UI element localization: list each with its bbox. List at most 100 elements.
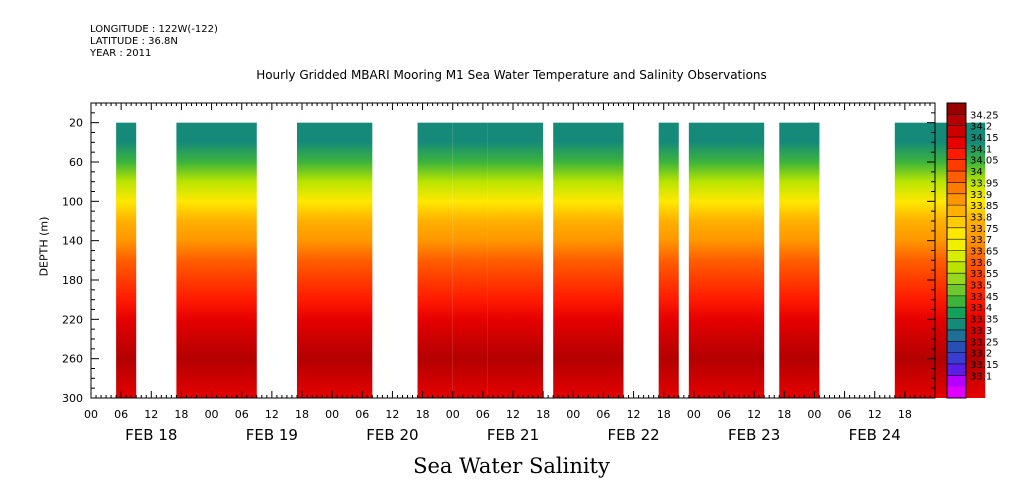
colorbar-swatch: [947, 193, 966, 206]
colorbar-swatch: [947, 103, 966, 115]
x-tick-label: 18: [536, 408, 550, 421]
data-segment: [779, 122, 815, 399]
x-tick-label: 18: [777, 408, 791, 421]
data-segment: [452, 122, 488, 399]
colorbar-swatch: [947, 352, 966, 365]
colorbar-label: 33.95: [970, 178, 999, 189]
colorbar-swatch: [947, 171, 966, 183]
colorbar-label: 33.4: [970, 303, 992, 314]
colorbar-label: 34: [970, 167, 983, 178]
colorbar-swatch: [947, 125, 966, 138]
date-label: FEB 19: [246, 426, 298, 444]
colorbar-swatch: [947, 250, 966, 263]
chart-title: Hourly Gridded MBARI Mooring M1 Sea Wate…: [256, 68, 767, 82]
colorbar-swatch: [947, 341, 966, 354]
data-segment: [658, 122, 679, 399]
colorbar-swatch: [947, 159, 966, 172]
data-segment: [417, 122, 453, 399]
colorbar: 34.2534.234.1534.134.053433.9533.933.853…: [946, 102, 999, 399]
data-segment: [894, 122, 986, 399]
x-tick-label: 18: [174, 408, 188, 421]
colorbar-label: 33.5: [970, 281, 992, 292]
data-segment: [553, 122, 624, 399]
x-tick-label: 00: [687, 408, 701, 421]
x-axis-title: Sea Water Salinity: [413, 454, 610, 478]
date-label: FEB 24: [849, 426, 901, 444]
x-tick-label: 18: [295, 408, 309, 421]
year-label: YEAR : 2011: [90, 48, 152, 59]
colorbar-label: 33.15: [970, 360, 999, 371]
x-tick-label: 12: [868, 408, 882, 421]
colorbar-label: 33.9: [970, 190, 992, 201]
data-segment: [688, 122, 765, 399]
x-tick-label: 12: [144, 408, 158, 421]
colorbar-label: 33.3: [970, 326, 992, 337]
colorbar-swatch: [947, 273, 966, 286]
x-tick-label: 12: [747, 408, 761, 421]
chart-title-wrap: Hourly Gridded MBARI Mooring M1 Sea Wate…: [0, 68, 1009, 82]
colorbar-label: 33.6: [970, 258, 992, 269]
x-tick-label: 06: [114, 408, 128, 421]
colorbar-label: 34.25: [970, 110, 999, 121]
x-tick-label: 06: [596, 408, 610, 421]
colorbar-label: 34.2: [970, 122, 992, 133]
colorbar-swatch: [947, 261, 966, 274]
x-tick-label: 18: [657, 408, 671, 421]
data-segment: [176, 122, 257, 399]
x-tick-label: 12: [385, 408, 399, 421]
x-tick-label: 00: [807, 408, 821, 421]
colorbar-swatch: [947, 329, 966, 342]
longitude-label: LONGITUDE : 122W(-122): [90, 24, 218, 35]
colorbar-label: 33.8: [970, 212, 992, 223]
colorbar-label: 33.55: [970, 269, 999, 280]
y-tick-label: 60: [69, 156, 83, 169]
y-tick-label: 140: [62, 235, 83, 248]
x-tick-label: 00: [205, 408, 219, 421]
x-tick-label: 00: [84, 408, 98, 421]
x-tick-label: 00: [446, 408, 460, 421]
x-tick-label: 18: [898, 408, 912, 421]
heatmap-layer: [116, 122, 986, 399]
colorbar-swatch: [947, 363, 966, 376]
x-tick-label: 06: [717, 408, 731, 421]
x-tick-label: 06: [476, 408, 490, 421]
x-axis-title-wrap: Sea Water Salinity: [0, 454, 1009, 478]
y-tick-label: 260: [62, 353, 83, 366]
colorbar-label: 34.15: [970, 133, 999, 144]
colorbar-label: 33.1: [970, 371, 992, 382]
y-tick-label: 300: [62, 392, 83, 405]
y-tick-label: 100: [62, 195, 83, 208]
x-tick-label: 00: [325, 408, 339, 421]
x-tick-label: 12: [627, 408, 641, 421]
colorbar-label: 33.2: [970, 349, 992, 360]
x-tick-label: 06: [355, 408, 369, 421]
colorbar-swatch: [947, 295, 966, 308]
colorbar-swatch: [947, 227, 966, 240]
date-label: FEB 20: [366, 426, 418, 444]
date-label: FEB 23: [728, 426, 780, 444]
latitude-label: LATITUDE : 36.8N: [90, 36, 178, 47]
data-segment: [116, 122, 137, 399]
x-tick-label: 00: [566, 408, 580, 421]
x-tick-label: 12: [506, 408, 520, 421]
colorbar-label: 34.05: [970, 156, 999, 167]
colorbar-label: 34.1: [970, 144, 992, 155]
colorbar-label: 33.25: [970, 337, 999, 348]
data-segment: [809, 122, 820, 399]
colorbar-swatch: [947, 318, 966, 331]
colorbar-swatch: [947, 205, 966, 217]
colorbar-swatch: [947, 148, 966, 161]
date-label: FEB 21: [487, 426, 539, 444]
colorbar-swatch: [947, 216, 966, 229]
metadata-block: LONGITUDE : 122W(-122) LATITUDE : 36.8N …: [90, 24, 218, 60]
colorbar-label: 33.45: [970, 292, 999, 303]
date-label: FEB 18: [125, 426, 177, 444]
colorbar-swatch: [947, 284, 966, 297]
colorbar-swatch: [947, 137, 966, 149]
x-tick-label: 12: [265, 408, 279, 421]
colorbar-label: 33.7: [970, 235, 992, 246]
date-label: FEB 22: [607, 426, 659, 444]
y-tick-label: 220: [62, 313, 83, 326]
